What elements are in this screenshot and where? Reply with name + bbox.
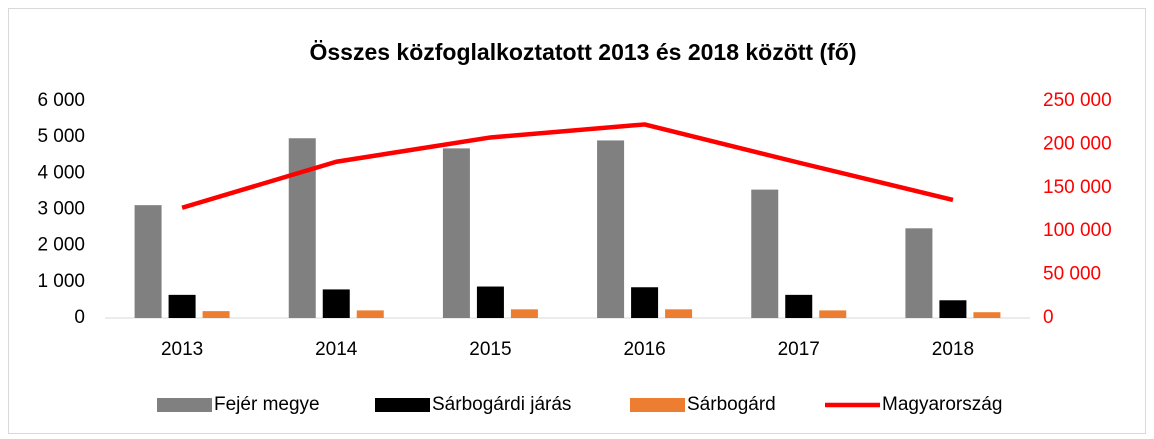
y2-tick-label: 100 000 [1043, 220, 1112, 241]
y-tick-label: 4 000 [37, 162, 85, 183]
y2-tick-label: 150 000 [1043, 177, 1112, 198]
bar [665, 309, 693, 318]
bar [751, 189, 779, 318]
legend-label: Sárbogárdi járás [432, 394, 571, 415]
legend-swatch [375, 398, 430, 412]
y2-tick-label: 250 000 [1043, 90, 1112, 111]
y-tick-label: 2 000 [37, 235, 85, 256]
x-tick-label: 2017 [778, 339, 820, 360]
legend-swatch [630, 398, 685, 412]
bar [597, 140, 625, 318]
line-series [181, 122, 954, 210]
x-tick-label: 2016 [623, 339, 665, 360]
y-tick-label: 1 000 [37, 271, 85, 292]
bar [168, 294, 196, 318]
y-tick-label: 5 000 [37, 126, 85, 147]
y-tick-label: 6 000 [37, 90, 85, 111]
bar [476, 286, 504, 318]
bar [785, 294, 813, 318]
bar [939, 300, 967, 318]
x-tick-label: 2018 [932, 339, 974, 360]
y-tick-label: 3 000 [37, 199, 85, 220]
chart-border [8, 8, 1146, 434]
y2-tick-label: 0 [1043, 307, 1054, 328]
bar [356, 310, 384, 318]
bar [134, 205, 162, 318]
legend-swatch [157, 398, 212, 412]
bar [322, 289, 350, 318]
bar [442, 148, 470, 318]
bar [510, 309, 538, 318]
legend-label: Sárbogárd [687, 394, 776, 415]
bar [631, 287, 659, 318]
x-tick-label: 2013 [161, 339, 203, 360]
y2-tick-label: 200 000 [1043, 133, 1112, 154]
y-tick-label: 0 [74, 307, 85, 328]
chart-title: Összes közfoglalkoztatott 2013 és 2018 k… [309, 39, 856, 65]
bar [973, 312, 1001, 318]
legend-label: Fejér megye [214, 394, 320, 415]
legend-label: Magyarország [882, 394, 1002, 415]
x-tick-label: 2014 [315, 339, 358, 360]
x-tick-label: 2015 [469, 339, 511, 360]
bar [819, 310, 847, 318]
bar [905, 228, 933, 318]
y2-tick-label: 50 000 [1043, 264, 1101, 285]
bar [202, 311, 230, 318]
bar [288, 138, 316, 318]
